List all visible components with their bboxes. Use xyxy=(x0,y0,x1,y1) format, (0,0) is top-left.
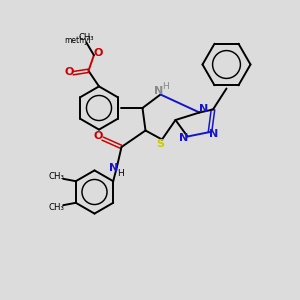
Text: N: N xyxy=(110,163,118,173)
Text: O: O xyxy=(94,130,103,141)
Text: CH₃: CH₃ xyxy=(78,33,94,42)
Text: H: H xyxy=(163,82,169,91)
Text: methyl: methyl xyxy=(64,36,91,45)
Text: N: N xyxy=(200,104,208,115)
Text: N: N xyxy=(209,129,218,140)
Text: S: S xyxy=(157,139,164,149)
Text: H: H xyxy=(117,169,124,178)
Text: CH₃: CH₃ xyxy=(49,172,64,181)
Text: N: N xyxy=(179,133,188,143)
Text: O: O xyxy=(94,48,103,58)
Text: N: N xyxy=(154,86,164,96)
Text: O: O xyxy=(64,67,74,77)
Text: CH₃: CH₃ xyxy=(49,203,64,212)
